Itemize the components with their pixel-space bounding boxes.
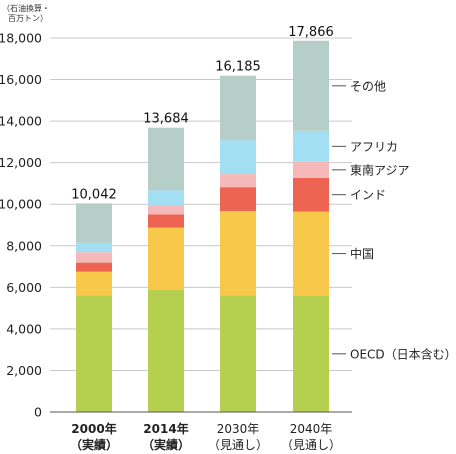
bar-segment [148, 227, 184, 291]
bar-segment [148, 290, 184, 412]
bar-segment [293, 40, 329, 131]
total-label: 17,866 [288, 25, 334, 40]
y-tick-label: 14,000 [0, 114, 42, 129]
bar-segment [293, 211, 329, 296]
total-label: 16,185 [215, 60, 261, 75]
legend-label: OECD（日本含む） [350, 346, 456, 361]
y-tick-label: 8,000 [6, 238, 42, 253]
bar-segment [293, 161, 329, 178]
bar-segment [220, 75, 256, 141]
legend: OECD（日本含む） 中国 インド 東南アジア アフリカ その他 [332, 79, 456, 361]
bar-segment [220, 140, 256, 175]
bar-segment [76, 203, 112, 243]
y-tick-label: 2,000 [6, 363, 42, 378]
x-category-sublabel: （実績） [70, 437, 118, 452]
bar-segment [220, 295, 256, 412]
bar-segment [148, 205, 184, 215]
x-category-sublabel: （実績） [142, 437, 190, 452]
x-category-label: 2030年 [217, 422, 260, 436]
bar-segment [76, 262, 112, 272]
legend-label: 東南アジア [350, 162, 410, 177]
bar-segment [220, 174, 256, 188]
total-label: 13,684 [143, 112, 189, 127]
x-category-label: 2014年 [143, 421, 188, 436]
y-tick-label: 6,000 [6, 280, 42, 295]
bar-segment [293, 177, 329, 212]
legend-label: インド [350, 188, 386, 202]
y-unit-label-line1: （石油換算・ [2, 3, 50, 13]
bar-segment [148, 127, 184, 191]
bar-segment [76, 295, 112, 412]
x-category-label: 2040年 [290, 422, 333, 436]
total-labels: 10,042 13,684 16,185 17,866 [71, 25, 334, 203]
y-axis-ticks: 0 2,000 4,000 6,000 8,000 10,000 12,000 14,000 1… [0, 31, 42, 420]
y-tick-label: 4,000 [6, 321, 42, 336]
y-tick-label: 0 [34, 405, 42, 420]
y-tick-label: 18,000 [0, 31, 42, 46]
x-category-label: 2000年 [71, 421, 116, 436]
legend-label: 中国 [350, 246, 374, 261]
bar-segment [293, 130, 329, 162]
y-tick-label: 12,000 [0, 155, 42, 170]
bars [76, 40, 329, 412]
bar-segment [220, 211, 256, 296]
bar-segment [76, 252, 112, 263]
bar-segment [76, 242, 112, 253]
bar-segment [148, 190, 184, 206]
x-axis-labels: 2000年（実績）2014年（実績）2030年（見通し）2040年（見通し） [70, 421, 341, 452]
x-category-sublabel: （見通し） [281, 438, 341, 452]
x-category-sublabel: （見通し） [208, 438, 268, 452]
bar-segment [220, 187, 256, 212]
bar-segment [76, 271, 112, 296]
y-tick-label: 16,000 [0, 72, 42, 87]
y-tick-label: 10,000 [0, 197, 42, 212]
y-unit-label-line2: 百万トン） [8, 14, 48, 23]
total-label: 10,042 [71, 187, 117, 202]
bar-segment [293, 295, 329, 412]
legend-label: その他 [350, 79, 386, 93]
legend-label: アフリカ [350, 140, 398, 154]
bar-segment [148, 214, 184, 228]
